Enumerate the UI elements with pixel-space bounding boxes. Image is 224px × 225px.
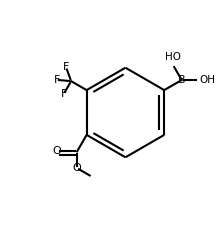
Text: OH: OH — [200, 75, 216, 85]
Text: F: F — [63, 63, 69, 72]
Text: HO: HO — [165, 52, 181, 62]
Text: B: B — [178, 75, 185, 85]
Text: F: F — [61, 89, 67, 99]
Text: F: F — [54, 75, 60, 85]
Text: O: O — [73, 163, 82, 173]
Text: O: O — [52, 146, 61, 156]
